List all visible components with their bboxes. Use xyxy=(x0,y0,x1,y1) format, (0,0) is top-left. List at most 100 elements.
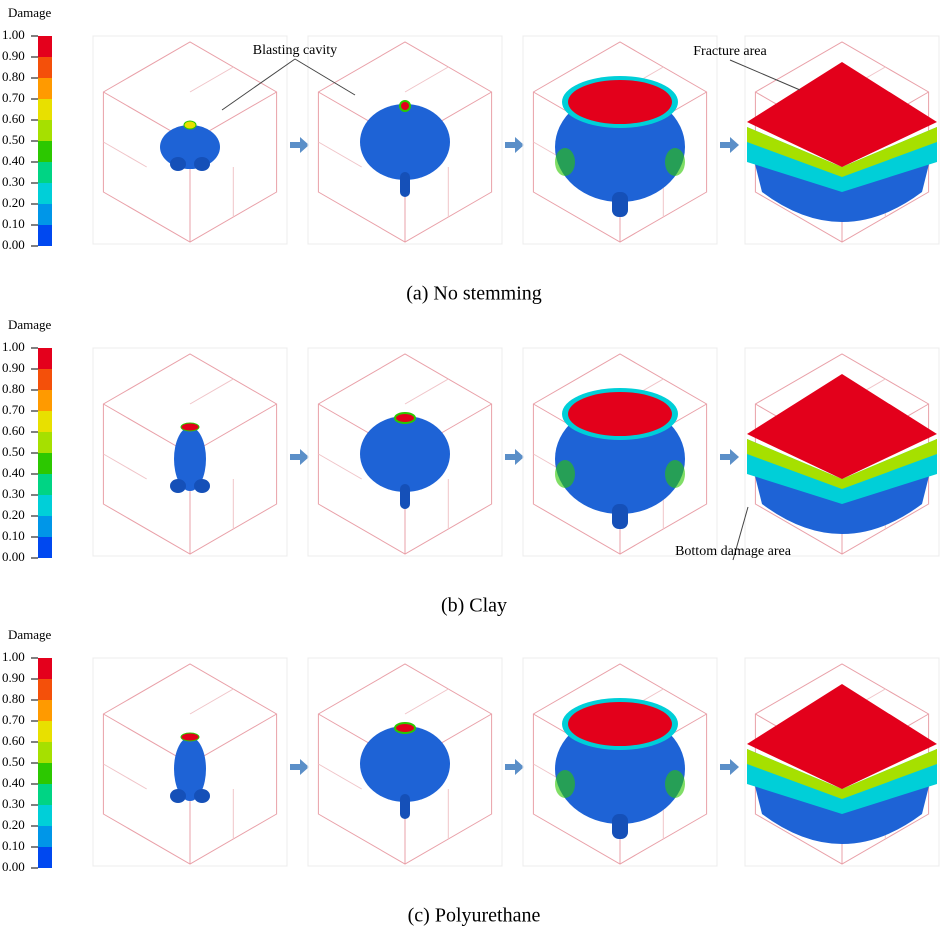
damage-top xyxy=(400,101,410,111)
legend-band xyxy=(38,369,52,390)
annotation: Fracture area xyxy=(693,44,767,59)
legend-band xyxy=(38,658,52,679)
legend-band xyxy=(38,411,52,432)
legend-band xyxy=(38,763,52,784)
damage-top xyxy=(568,702,672,746)
legend-tick: 0.90 xyxy=(2,48,25,63)
damage-body xyxy=(160,125,220,169)
legend-band xyxy=(38,679,52,700)
damage-top xyxy=(568,80,672,124)
legend-tick: 0.00 xyxy=(2,237,25,252)
damage-spot xyxy=(555,460,575,488)
legend-band xyxy=(38,432,52,453)
legend-band xyxy=(38,495,52,516)
arrow xyxy=(720,137,739,153)
legend-tick: 0.00 xyxy=(2,549,25,564)
arrow xyxy=(720,759,739,775)
wireframe xyxy=(405,689,448,714)
damage-body xyxy=(612,504,628,529)
legend-tick: 0.00 xyxy=(2,859,25,874)
legend-tick: 0.80 xyxy=(2,69,25,84)
wireframe xyxy=(318,454,361,479)
legend-band xyxy=(38,162,52,183)
damage-body xyxy=(612,814,628,839)
legend-band xyxy=(38,537,52,558)
legend-band xyxy=(38,99,52,120)
legend-band xyxy=(38,78,52,99)
legend-tick: 0.50 xyxy=(2,754,25,769)
legend-band xyxy=(38,847,52,868)
legend-tick: 0.80 xyxy=(2,691,25,706)
damage-body xyxy=(400,484,410,509)
damage-top xyxy=(181,733,199,741)
legend-title: Damage xyxy=(8,317,52,332)
damage-body xyxy=(170,789,186,803)
wireframe xyxy=(190,689,233,714)
legend-title: Damage xyxy=(8,5,52,20)
legend-band xyxy=(38,141,52,162)
legend-tick: 0.10 xyxy=(2,528,25,543)
legend-tick: 1.00 xyxy=(2,27,25,42)
wireframe xyxy=(103,454,146,479)
wireframe xyxy=(405,379,448,404)
legend-tick: 0.60 xyxy=(2,111,25,126)
damage-body xyxy=(360,104,450,180)
damage-body xyxy=(612,192,628,217)
legend-band xyxy=(38,721,52,742)
legend-tick: 0.30 xyxy=(2,174,25,189)
legend-tick: 0.90 xyxy=(2,670,25,685)
damage-top xyxy=(395,413,415,423)
damage-spot xyxy=(665,770,685,798)
legend-tick: 0.20 xyxy=(2,507,25,522)
damage-body xyxy=(360,416,450,492)
legend-tick: 0.10 xyxy=(2,838,25,853)
wireframe xyxy=(190,379,233,404)
damage-spot xyxy=(665,460,685,488)
legend-tick: 1.00 xyxy=(2,339,25,354)
damage-body xyxy=(170,157,186,171)
legend-tick: 0.50 xyxy=(2,132,25,147)
legend-band xyxy=(38,742,52,763)
legend-band xyxy=(38,390,52,411)
legend-band xyxy=(38,120,52,141)
legend-band xyxy=(38,784,52,805)
wireframe xyxy=(190,67,233,92)
legend-band xyxy=(38,57,52,78)
legend-tick: 0.40 xyxy=(2,465,25,480)
legend-tick: 0.20 xyxy=(2,195,25,210)
legend-band xyxy=(38,225,52,246)
legend-band xyxy=(38,183,52,204)
legend-band xyxy=(38,204,52,225)
legend-tick: 0.90 xyxy=(2,360,25,375)
damage-spot xyxy=(665,148,685,176)
caption: (a) No stemming xyxy=(406,283,542,305)
legend-band xyxy=(38,36,52,57)
damage-body xyxy=(400,794,410,819)
legend-band xyxy=(38,805,52,826)
damage-top xyxy=(181,423,199,431)
damage-body xyxy=(194,789,210,803)
annotation: Blasting cavity xyxy=(253,43,337,58)
damage-spot xyxy=(555,148,575,176)
legend-tick: 0.60 xyxy=(2,733,25,748)
damage-spot xyxy=(555,770,575,798)
legend-tick: 0.60 xyxy=(2,423,25,438)
legend-tick: 0.40 xyxy=(2,153,25,168)
caption: (c) Polyurethane xyxy=(408,905,541,927)
arrow xyxy=(505,137,524,153)
legend-title: Damage xyxy=(8,627,52,642)
damage-body xyxy=(170,479,186,493)
legend-band xyxy=(38,826,52,847)
arrow xyxy=(720,449,739,465)
wireframe xyxy=(405,67,448,92)
arrow xyxy=(290,449,309,465)
caption: (b) Clay xyxy=(441,595,507,617)
annotation: Bottom damage area xyxy=(675,544,792,559)
legend-tick: 0.70 xyxy=(2,402,25,417)
arrow xyxy=(505,449,524,465)
wireframe xyxy=(318,142,361,167)
damage-top xyxy=(184,121,196,129)
legend-tick: 0.80 xyxy=(2,381,25,396)
wireframe xyxy=(318,764,361,789)
damage-top xyxy=(395,723,415,733)
